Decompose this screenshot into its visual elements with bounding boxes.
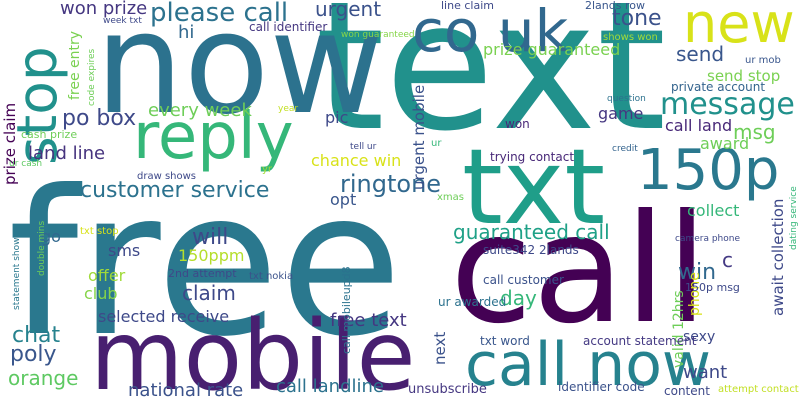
word-please-call: please call xyxy=(150,0,289,28)
word-dating-service: dating service xyxy=(789,186,799,250)
word-code-expires: code expires xyxy=(87,48,97,106)
word-tone: tone xyxy=(612,6,662,31)
word-claim: claim xyxy=(182,281,236,305)
word-chance-win: chance win xyxy=(311,151,402,170)
word-account-statement: account statement xyxy=(583,334,697,348)
word-call-now: call now xyxy=(465,330,711,400)
word-go: go xyxy=(41,227,61,246)
word-150p: 150p xyxy=(637,138,780,203)
word-won: won xyxy=(505,117,530,131)
word-question: question xyxy=(607,94,646,104)
word-selected-receive: selected receive xyxy=(98,307,230,326)
word-free: free xyxy=(8,148,403,381)
word-year: year xyxy=(278,104,299,114)
word-next: next xyxy=(431,331,449,365)
word-urgent-mobile: urgent mobile xyxy=(410,84,428,190)
word-2lands-row: 2lands row xyxy=(585,0,645,12)
word-hi: hi xyxy=(178,22,195,43)
word-reply: reply xyxy=(133,100,294,174)
word-double-mins: double mins xyxy=(37,220,47,276)
word-day: day xyxy=(500,286,537,310)
word-won-guaranteed: won guaranteed xyxy=(341,30,415,40)
word-mobile: mobile xyxy=(90,300,416,400)
word-send-stop: send stop xyxy=(707,67,781,85)
word-txt: txt xyxy=(462,126,606,248)
word-prize-guaranteed: prize guaranteed xyxy=(483,40,621,59)
word-shows-won: shows won xyxy=(603,32,658,43)
word-xmas: xmas xyxy=(437,192,464,203)
word-collect: collect xyxy=(687,201,740,220)
word-await-collection: await collection xyxy=(769,198,787,316)
word-call-landline: call landline xyxy=(276,376,384,397)
word-statement-shows: statement shows xyxy=(12,232,22,310)
word-txt-word: txt word xyxy=(480,334,530,348)
word-orange: orange xyxy=(8,366,79,390)
word-text: text xyxy=(315,0,667,170)
word-unsubscribe: unsubscribe xyxy=(408,382,487,397)
word-send: send xyxy=(676,42,725,66)
word-guaranteed-call: guaranteed call xyxy=(453,220,610,244)
word-call-mobileupd8: call mobileupd8 xyxy=(340,266,353,354)
word-win: win xyxy=(678,260,717,285)
word-message: message xyxy=(660,87,795,122)
word-ur-awarded: ur awarded xyxy=(438,295,507,309)
word-want: want xyxy=(683,362,728,383)
word-ringtone: ringtone xyxy=(340,170,442,198)
word-call-land: call land xyxy=(665,116,733,135)
word-customer-service: customer service xyxy=(80,178,270,203)
word-150ppm: 150ppm xyxy=(178,246,245,265)
word-now: now xyxy=(95,0,384,146)
word-2nd-attempt: 2nd attempt xyxy=(168,267,237,280)
word-pic: pic xyxy=(325,108,349,127)
word-free-text: free text xyxy=(330,310,407,331)
word-msg: msg xyxy=(733,120,776,144)
word-draw-shows: draw shows xyxy=(137,171,196,182)
word-offer: offer xyxy=(88,266,126,285)
word-txt-stop: txt stop xyxy=(80,226,119,237)
word-club: club xyxy=(84,284,118,303)
word-phone: phone xyxy=(687,272,703,316)
word-chat: chat xyxy=(12,323,61,348)
word-camera-phone: camera phone xyxy=(675,234,741,244)
word-150p-msg: 150p msg xyxy=(685,281,740,294)
word-ur: ur xyxy=(431,138,442,149)
word-week-txt: week txt xyxy=(103,16,142,26)
word-identifier-code: identifier code xyxy=(558,380,645,394)
word-cash-prize: cash prize xyxy=(21,128,78,141)
word-attempt-contact: attempt contact xyxy=(718,384,799,395)
word-opt: opt xyxy=(330,190,357,209)
word-private-account: private account xyxy=(671,80,766,94)
word-new: new xyxy=(683,0,795,55)
word-urgent: urgent xyxy=(315,0,382,21)
word-call-identifier: call identifier xyxy=(249,20,328,34)
word-call: call xyxy=(450,183,708,357)
word-free-entry: free entry xyxy=(67,30,83,100)
word-sexy: sexy xyxy=(683,329,716,345)
word-content: content xyxy=(664,384,710,398)
word-award: award xyxy=(700,134,750,153)
word-co-uk: co uk xyxy=(412,0,569,65)
word-poly: poly xyxy=(10,342,57,367)
word-game: game xyxy=(598,104,644,123)
word-po-box: po box xyxy=(62,106,137,131)
word-txt-nokia: txt nokia xyxy=(249,271,294,282)
word-credit: credit xyxy=(612,144,638,154)
word-every-week: every week xyxy=(148,100,252,121)
word-ur-cash: ur cash xyxy=(9,159,43,169)
word-will: will xyxy=(192,225,229,250)
word-call-customer: call customer xyxy=(483,273,564,287)
word-national-rate: national rate xyxy=(128,380,244,400)
word-c: c xyxy=(722,248,733,272)
word-tell-ur: tell ur xyxy=(350,142,377,152)
word-yr: yr xyxy=(262,164,273,175)
word-prize-claim: prize claim xyxy=(1,102,19,185)
word-suite342-2lands: suite342 2lands xyxy=(483,243,579,257)
word-won-prize: won prize xyxy=(60,0,148,19)
word-ur-mob: ur mob xyxy=(745,55,781,66)
word-land-line: land line xyxy=(28,143,106,164)
word-trying-contact: trying contact xyxy=(490,150,575,164)
word-line-claim: line claim xyxy=(441,0,494,12)
word-sms: sms xyxy=(108,241,141,260)
